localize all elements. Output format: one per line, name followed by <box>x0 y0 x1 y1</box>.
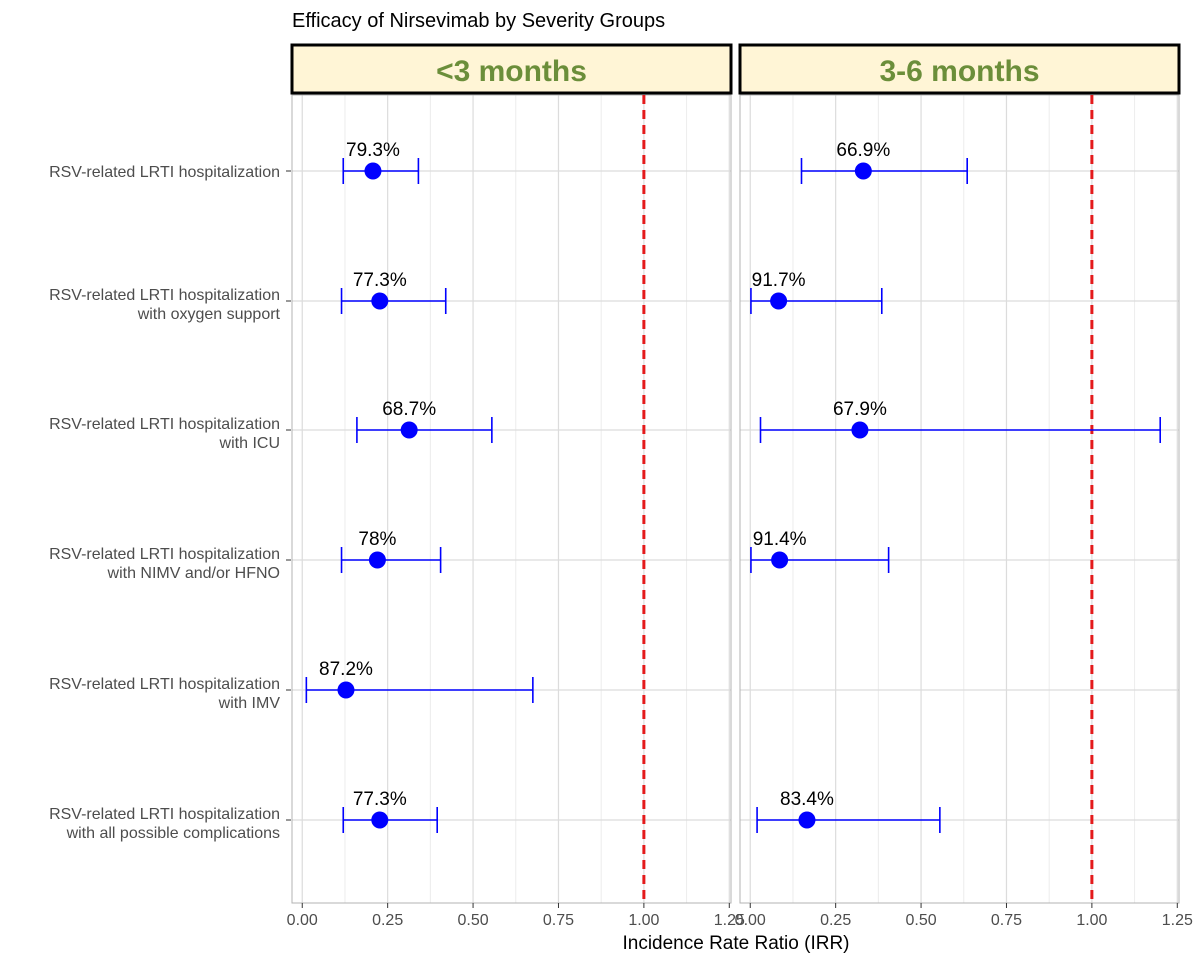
data-point <box>851 421 869 439</box>
panel-border <box>291 94 732 904</box>
y-tick-label: RSV-related LRTI hospitalization <box>49 806 280 823</box>
x-tick-label: 0.25 <box>820 912 851 929</box>
x-tick-label: 0.25 <box>372 912 403 929</box>
data-point <box>371 292 389 310</box>
x-tick-label: 0.00 <box>287 912 318 929</box>
x-tick-label: 1.00 <box>1076 912 1107 929</box>
x-tick-label: 0.75 <box>991 912 1022 929</box>
data-label: 67.9% <box>833 399 887 420</box>
y-tick-label: with oxygen support <box>137 306 281 323</box>
data-point <box>368 551 386 569</box>
panel-strip-label: <3 months <box>436 55 587 88</box>
data-label: 83.4% <box>780 789 834 810</box>
panel-strip <box>738 43 1181 95</box>
y-tick-label: RSV-related LRTI hospitalization <box>49 546 280 563</box>
data-label: 77.3% <box>353 789 407 810</box>
x-tick-label: 1.00 <box>628 912 659 929</box>
y-tick-label: with NIMV and/or HFNO <box>107 565 280 582</box>
data-point <box>770 292 788 310</box>
panel-strip-label: 3-6 months <box>879 55 1039 88</box>
data-label: 77.3% <box>353 270 407 291</box>
x-axis-label: Incidence Rate Ratio (IRR) <box>622 933 849 954</box>
y-tick-label: RSV-related LRTI hospitalization <box>49 416 280 433</box>
data-label: 87.2% <box>319 659 373 680</box>
data-label: 66.9% <box>836 140 890 161</box>
y-tick-label: with IMV <box>218 695 281 712</box>
panel-strip <box>290 43 733 95</box>
data-label: 68.7% <box>382 399 436 420</box>
x-tick-label: 0.00 <box>735 912 766 929</box>
panel-border <box>739 94 1180 904</box>
data-label: 79.3% <box>346 140 400 161</box>
data-label: 91.4% <box>753 529 807 550</box>
x-tick-label: 1.25 <box>714 912 745 929</box>
y-tick-label: RSV-related LRTI hospitalization <box>49 164 280 181</box>
data-label: 91.7% <box>752 270 806 291</box>
x-tick-label: 0.50 <box>905 912 936 929</box>
x-tick-label: 0.50 <box>457 912 488 929</box>
data-point <box>364 162 382 180</box>
y-tick-label: with ICU <box>219 435 280 452</box>
y-tick-label: RSV-related LRTI hospitalization <box>49 676 280 693</box>
y-tick-label: RSV-related LRTI hospitalization <box>49 287 280 304</box>
chart-title: Efficacy of Nirsevimab by Severity Group… <box>292 10 665 32</box>
data-point <box>854 162 872 180</box>
data-point <box>371 811 389 829</box>
data-label: 78% <box>358 529 396 550</box>
x-tick-label: 0.75 <box>543 912 574 929</box>
data-point <box>771 551 789 569</box>
data-point <box>798 811 816 829</box>
x-tick-label: 1.25 <box>1162 912 1193 929</box>
data-point <box>337 681 355 699</box>
y-tick-label: with all possible complications <box>66 825 280 842</box>
data-point <box>400 421 418 439</box>
